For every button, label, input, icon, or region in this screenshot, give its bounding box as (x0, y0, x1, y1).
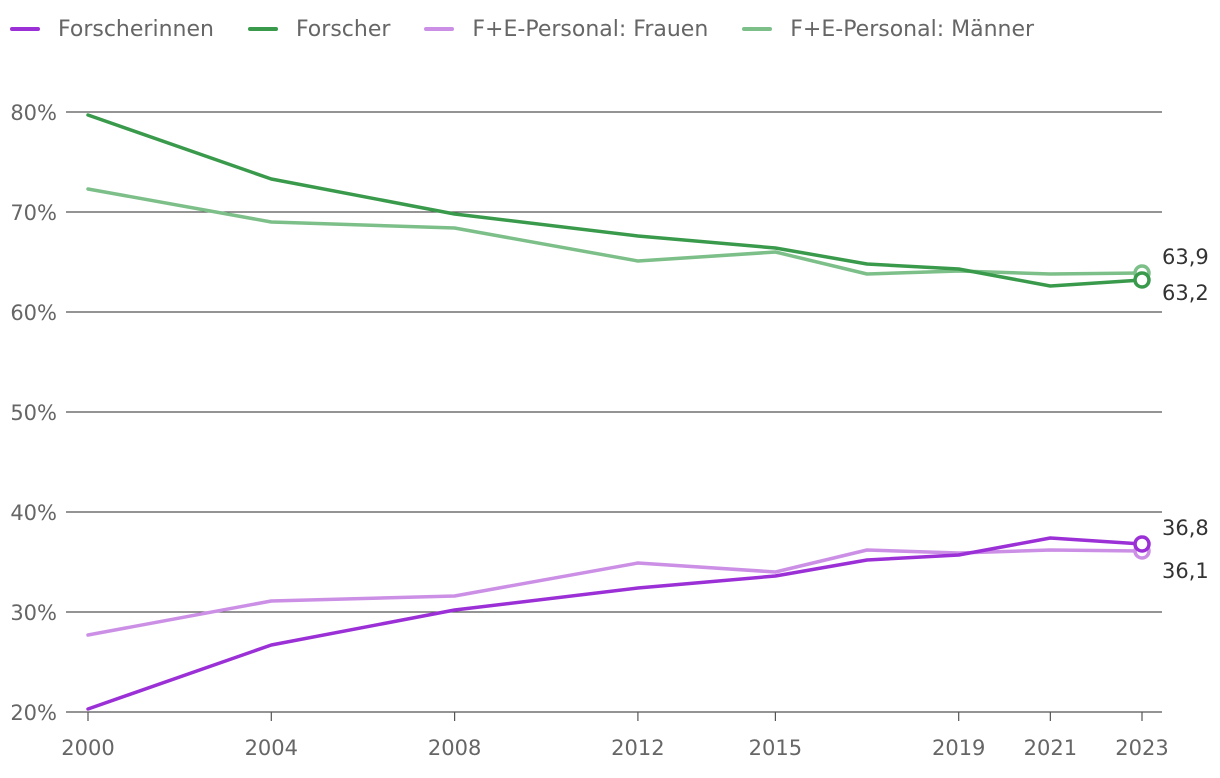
x-tick-label-2015: 2015 (749, 736, 802, 760)
series-line-2 (86, 548, 1144, 637)
series-lines (86, 113, 1144, 711)
end-markers (1133, 264, 1151, 560)
end-marker-0 (1133, 535, 1151, 553)
x-tick-label-2008: 2008 (428, 736, 481, 760)
x-tick-label-2019: 2019 (932, 736, 985, 760)
series-line-1 (86, 113, 1144, 288)
x-axis: 2000 2004 2008 2012 2015 2019 2021 2023 (61, 711, 1169, 760)
legend-swatch-forscherinnen (10, 27, 40, 31)
legend-item-fe-maenner[interactable]: F+E-Personal: Männer (742, 17, 1034, 42)
legend-item-fe-frauen[interactable]: F+E-Personal: Frauen (424, 17, 708, 42)
y-tick-label-30: 30% (10, 601, 57, 625)
x-tick-label-2000: 2000 (61, 736, 114, 760)
y-tick-label-50: 50% (10, 401, 57, 425)
end-label-3: 63,9 (1162, 245, 1209, 269)
legend-label-forscher: Forscher (295, 16, 391, 42)
end-marker-1 (1133, 271, 1151, 289)
legend-swatch-fe-maenner (742, 27, 773, 31)
legend-label-forscherinnen: Forscherinnen (58, 16, 214, 42)
y-tick-label-40: 40% (10, 501, 57, 525)
end-label-1: 63,2 (1162, 281, 1209, 305)
end-label-0: 36,8 (1162, 516, 1209, 540)
legend-swatch-forscher (247, 27, 278, 31)
x-tick-label-2004: 2004 (245, 736, 298, 760)
gridlines (66, 111, 1162, 613)
legend-item-forscher[interactable]: Forscher (247, 16, 391, 42)
legend-label-fe-maenner: F+E-Personal: Männer (790, 16, 1035, 42)
x-tick-label-2023: 2023 (1115, 736, 1168, 760)
legend-label-fe-frauen: F+E-Personal: Frauen (472, 16, 709, 42)
legend: Forscherinnen Forscher F+E-Personal: Fra… (10, 12, 1068, 46)
legend-item-forscherinnen[interactable]: Forscherinnen (10, 17, 214, 42)
end-labels: 36,8 63,2 36,1 63,9 (1162, 245, 1209, 583)
series-line-3 (86, 187, 1144, 276)
x-tick-label-2021: 2021 (1024, 736, 1077, 760)
y-tick-label-70: 70% (10, 201, 57, 225)
y-tick-label-60: 60% (10, 301, 57, 325)
legend-swatch-fe-frauen (424, 27, 455, 31)
x-tick-label-2012: 2012 (611, 736, 664, 760)
series-line-0 (86, 536, 1144, 711)
y-tick-label-80: 80% (10, 101, 57, 125)
y-axis-ticks: 20% 30% 40% 50% 60% 70% 80% (10, 101, 57, 725)
y-tick-label-20: 20% (10, 701, 57, 725)
end-label-2: 36,1 (1162, 559, 1209, 583)
